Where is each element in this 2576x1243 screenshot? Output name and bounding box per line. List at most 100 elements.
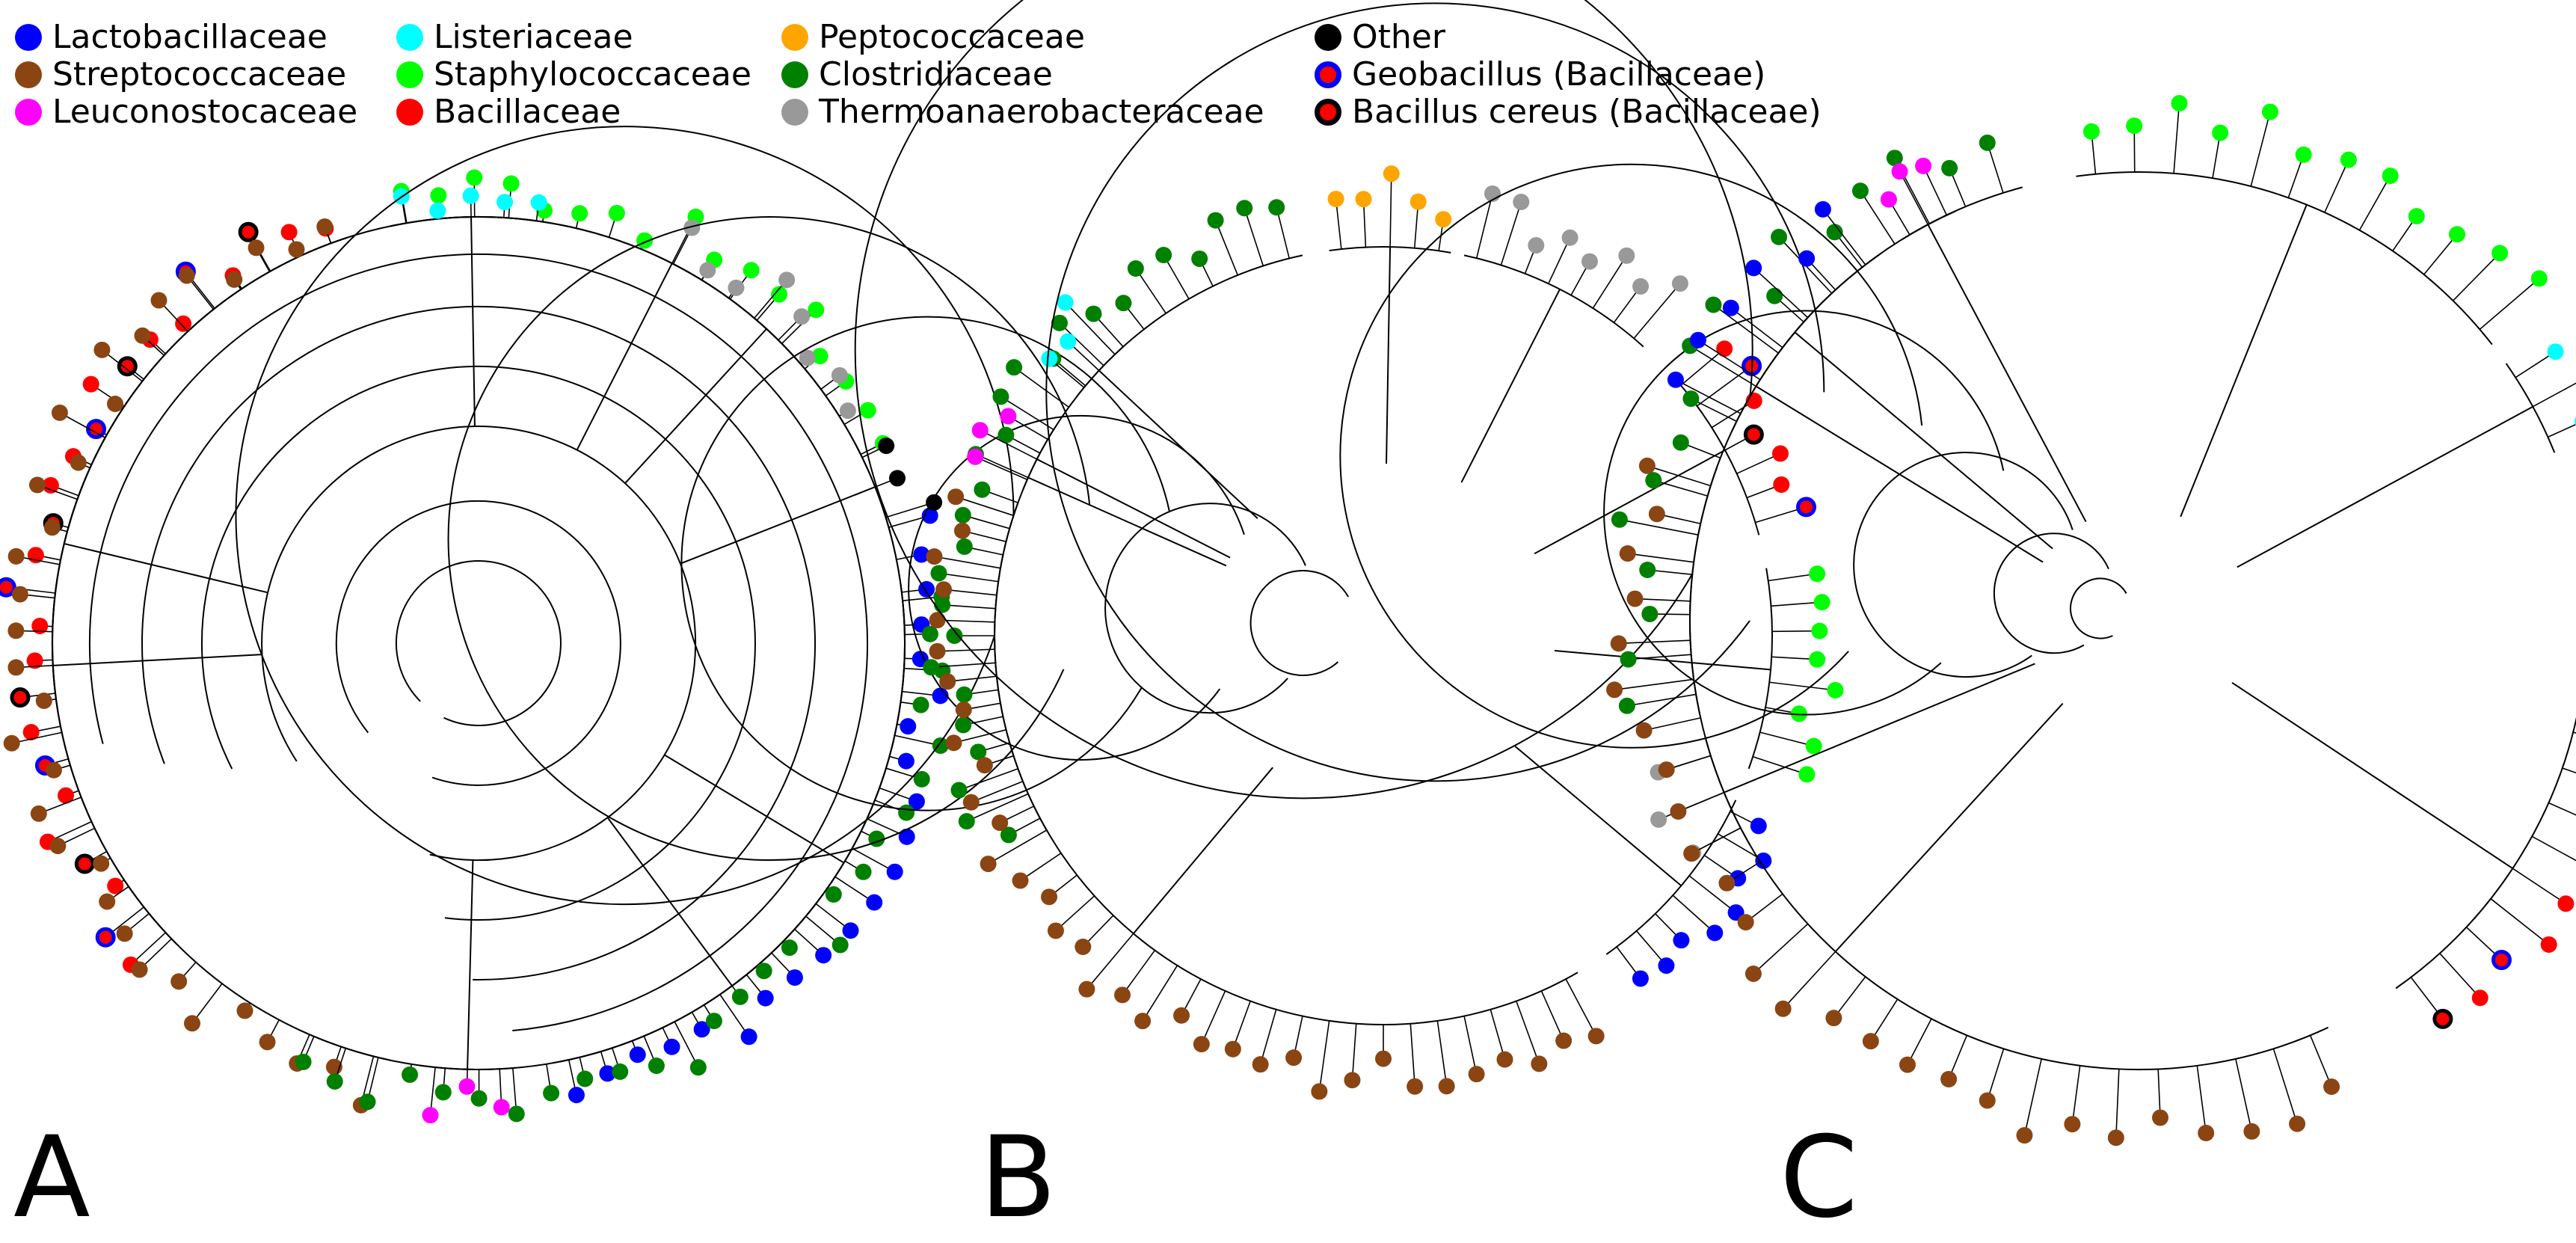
leaf-dot-staphylococcaceae <box>430 187 446 203</box>
leaf-dot-streptococcaceae <box>1134 1013 1151 1029</box>
bacillaceae-swatch-icon <box>396 99 423 126</box>
leaf-dot-clostridiaceae <box>974 482 990 498</box>
leaf-dot-lactobacillaceae <box>899 829 915 845</box>
tree-branch <box>1410 1024 1415 1087</box>
leaf-dot-streptococcaceae <box>977 757 993 773</box>
other-swatch-icon <box>1315 24 1341 51</box>
leaf-dot-streptococcaceae <box>1649 506 1665 522</box>
tree-branch <box>2453 253 2500 301</box>
leaf-dot-staphylococcaceae <box>2409 208 2425 224</box>
tree-branch-arc <box>1854 452 2073 677</box>
leaf-dot-lactobacillaceae <box>741 1028 757 1045</box>
leaf-dot-thermoanaerobacteraceae <box>1562 230 1579 246</box>
leaf-dot-bacillaceae <box>12 690 28 706</box>
tree-branch <box>1352 1024 1356 1081</box>
panel-label-c: C <box>1780 1122 1858 1234</box>
leaf-dot-streptococcaceae <box>1611 635 1627 651</box>
tree-branch <box>1516 1001 1539 1064</box>
tree-branch <box>1753 924 1808 974</box>
tree-branch <box>665 755 844 862</box>
leaf-dot-staphylococcaceae <box>743 262 760 278</box>
leaf-dot-clostridiaceae <box>1979 135 1996 151</box>
leaf-dot-lactobacillaceae <box>568 1087 585 1103</box>
leaf-dot-peptococcaceae <box>1355 191 1371 207</box>
leaf-dot-streptococcaceae <box>135 328 151 344</box>
tree-branch <box>1836 704 2063 952</box>
leaf-dot-bacillaceae <box>1716 340 1733 357</box>
leaf-dot-listeriaceae <box>497 194 513 210</box>
leaf-dot-clostridiaceae <box>435 1084 452 1100</box>
leaf-dot-clostridiaceae <box>956 538 973 555</box>
legend-item-geobacillus: Geobacillus (Bacillaceae) <box>1315 57 1765 93</box>
tree-panels <box>0 0 2576 1146</box>
leaf-dot-clostridiaceae <box>1641 606 1658 622</box>
legend-item-peptococcaceae: Peptococcaceae <box>781 19 1085 55</box>
leaf-dot-clostridiaceae <box>508 1105 525 1122</box>
leaf-dot-staphylococcaceae <box>2340 152 2357 168</box>
leaf-dot-streptococcaceae <box>1285 1049 1302 1066</box>
leaf-dot-clostridiaceae <box>295 1054 312 1070</box>
leaf-dot-peptococcaceae <box>1383 165 1400 182</box>
tree-branch <box>1627 694 1696 705</box>
tree-branch <box>1900 171 1928 224</box>
tree-branch <box>2072 1066 2079 1124</box>
tree-branch <box>1390 174 1392 247</box>
leaf-dot-streptococcaceae <box>1626 591 1643 607</box>
leaf-dot-peptococcaceae <box>1328 191 1344 207</box>
lactobacillaceae-swatch-icon <box>15 24 42 51</box>
tree-branch <box>1628 553 1694 562</box>
leaf-dot-clostridiaceae <box>1941 160 1958 177</box>
tree-branch <box>989 830 1047 864</box>
leaf-dot-streptococcaceae <box>1531 1055 1547 1072</box>
leaf-dot-clostridiaceae <box>1006 359 1022 375</box>
leaf-dot-streptococcaceae <box>1825 1010 1842 1026</box>
tree-branch <box>1143 966 1177 1021</box>
leaf-dot-staphylococcaceae <box>2262 104 2278 120</box>
leaf-dot-lactobacillaceae <box>1667 372 1684 388</box>
leaf-dot-staphylococcaceae <box>1809 651 1825 668</box>
legend-item-leuconostocaceae: Leuconostocaceae <box>15 94 357 130</box>
tree-branch <box>2573 732 2576 748</box>
tree-branch <box>2548 803 2576 834</box>
leaf-dot-staphylococcaceae <box>503 175 520 191</box>
leaf-dot-leuconostocaceae <box>422 1107 439 1123</box>
leaf-dot-clostridiaceae <box>612 1064 628 1080</box>
tree-branch-arc <box>142 307 815 980</box>
leaf-dot-clostridiaceae <box>471 1090 488 1107</box>
tree-branch <box>1386 247 1390 464</box>
leaf-dot-leuconostocaceae <box>458 1078 475 1095</box>
leaf-dot-streptococcaceae <box>93 342 110 358</box>
leaf-dot-bacillaceae <box>2435 1010 2451 1027</box>
leaf-dot-clostridiaceae <box>992 388 1009 405</box>
leaf-dot-staphylococcaceae <box>2083 123 2100 140</box>
leaf-dot-clostridiaceae <box>1128 260 1144 277</box>
tree-branch <box>975 457 1027 479</box>
leaf-dot-bacillaceae <box>2541 936 2557 953</box>
leaf-dot-clostridiaceae <box>1645 472 1662 488</box>
tree-branch <box>1673 895 1715 933</box>
leaf-dot-thermoanaerobacteraceae <box>1528 237 1544 254</box>
leaf-dot-clostridiaceae <box>360 1093 376 1110</box>
leaf-dot-bacillaceae <box>83 376 99 393</box>
leaf-dot-lactobacillaceae <box>1690 332 1706 349</box>
tree-branch <box>1037 459 1230 558</box>
leaf-dot-clostridiaceae <box>1611 512 1628 528</box>
leaf-dot-clostridiaceae <box>577 1071 593 1087</box>
leaf-dot-streptococcaceae <box>1899 1057 1916 1073</box>
tree-branch-arc <box>2077 172 2492 345</box>
leaf-dot-bacillaceae <box>2493 952 2509 969</box>
leaf-dot-streptococcaceae <box>1639 458 1656 474</box>
tree-branch <box>1086 933 1133 989</box>
leaf-dot-lactobacillaceae <box>1798 251 1815 267</box>
leaf-dot-staphylococcaceae <box>2449 226 2465 242</box>
leaf-dot-streptococcaceae <box>2323 1078 2340 1095</box>
leaf-dot-streptococcaceae <box>963 794 980 811</box>
leaf-dot-streptococcaceae <box>7 659 24 675</box>
tree-branch <box>1028 477 1226 565</box>
tree-branch <box>1501 202 1521 265</box>
tree-branch <box>937 649 995 651</box>
leaf-dot-clostridiaceae <box>898 805 914 821</box>
leaf-dot-staphylococcaceae <box>808 301 824 318</box>
leaf-dot-clostridiaceae <box>855 864 872 880</box>
leaf-dot-clostridiaceae <box>648 1058 665 1074</box>
